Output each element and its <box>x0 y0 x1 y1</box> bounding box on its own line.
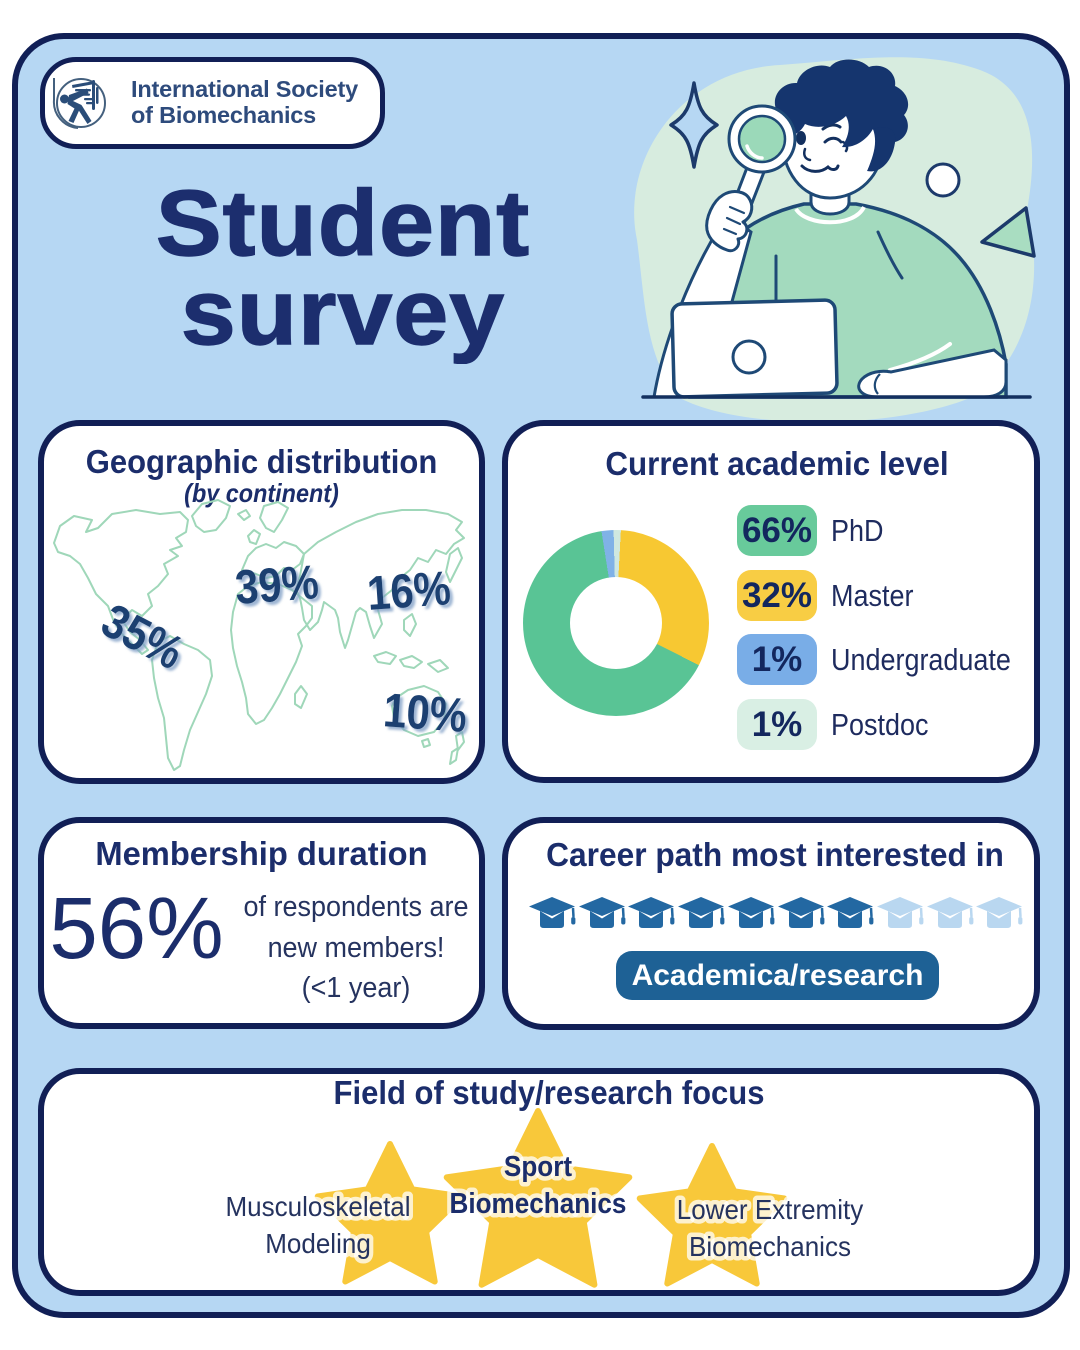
svg-text:Modeling: Modeling <box>265 1228 371 1259</box>
svg-text:Biomechanics: Biomechanics <box>450 1187 627 1220</box>
svg-text:Biomechanics: Biomechanics <box>689 1231 851 1262</box>
svg-text:Lower Extremity: Lower Extremity <box>677 1194 864 1225</box>
svg-text:16%: 16% <box>365 560 452 620</box>
svg-text:39%: 39% <box>233 554 320 614</box>
svg-text:Musculoskeletal: Musculoskeletal <box>225 1191 410 1222</box>
svg-text:10%: 10% <box>382 682 469 742</box>
svg-text:Sport: Sport <box>504 1150 572 1183</box>
